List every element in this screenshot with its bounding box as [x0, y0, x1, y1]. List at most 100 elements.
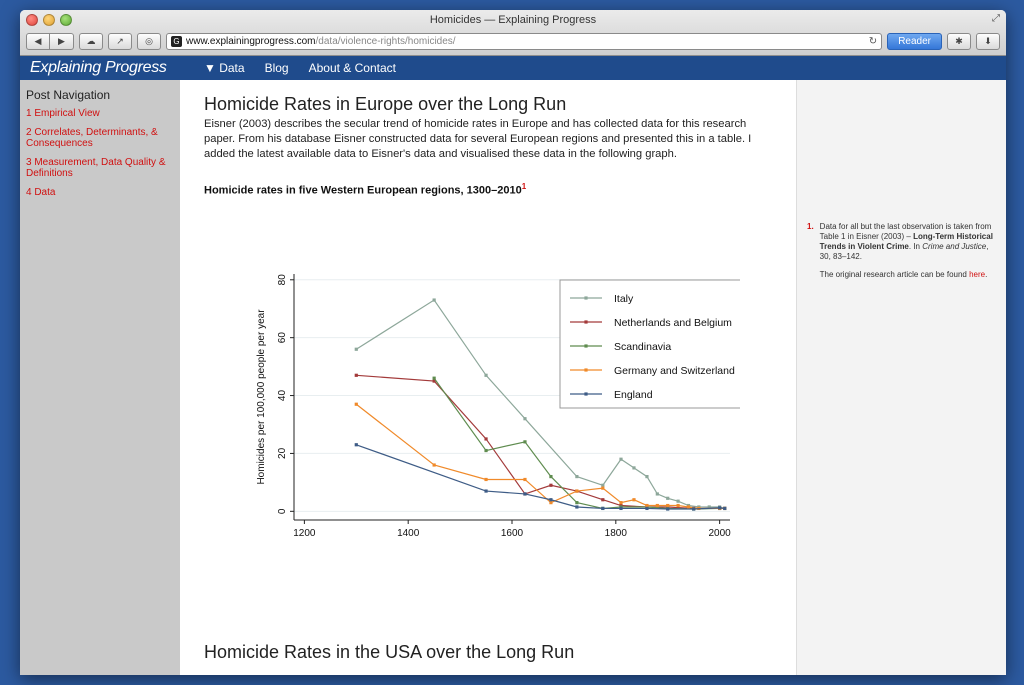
footnote-body: Data for all but the last observation is…	[820, 222, 994, 288]
x-tick-label-1400: 1400	[397, 528, 420, 539]
main-nav: ▼ Data Blog About & Contact	[204, 61, 396, 75]
series-3-point-1	[432, 463, 436, 467]
legend-swatch-marker-4	[584, 392, 588, 396]
series-2-point-4	[575, 501, 579, 505]
forward-button[interactable]: ▶	[50, 32, 74, 50]
nav-about-contact[interactable]: About & Contact	[308, 61, 396, 75]
series-0-point-10	[666, 496, 670, 500]
icloud-tabs-button[interactable]: ☁	[79, 32, 103, 50]
chart-caption-text: Homicide rates in five Western European …	[204, 184, 522, 197]
footnote-paragraph-1: Data for all but the last observation is…	[820, 222, 994, 262]
series-2-point-2	[523, 440, 527, 444]
series-0-point-3	[523, 417, 527, 421]
series-1-point-6	[601, 498, 605, 502]
site-logo[interactable]: Explaining Progress	[30, 59, 167, 76]
series-4-point-5	[601, 506, 605, 511]
series-4-point-11	[723, 506, 727, 511]
series-4-point-3	[549, 498, 553, 502]
series-1-point-2	[484, 437, 488, 441]
legend-label-4: England	[614, 389, 653, 401]
series-4-point-9	[692, 507, 696, 511]
x-tick-label-1800: 1800	[605, 528, 628, 539]
series-0-point-9	[655, 492, 659, 496]
series-4-point-4	[575, 505, 579, 509]
footnote-number: 1.	[807, 222, 814, 231]
extensions-button[interactable]: ✱	[947, 32, 971, 50]
y-tick-label-20: 20	[277, 447, 288, 459]
reader-button[interactable]: Reader	[887, 32, 942, 50]
legend-swatch-marker-0	[584, 296, 588, 300]
gear-icon: ✱	[955, 35, 963, 46]
legend-swatch-marker-2	[584, 344, 588, 348]
footnote-link[interactable]: 1	[521, 182, 527, 191]
y-tick-label-80: 80	[277, 274, 288, 286]
series-0-point-2	[484, 373, 488, 377]
titlebar: Homicides — Explaining Progress ⤢ ◀ ▶ ☁ …	[20, 10, 1006, 56]
series-0-point-1	[432, 298, 436, 302]
y-tick-label-0: 0	[277, 508, 288, 514]
series-4-point-7	[645, 506, 649, 511]
legend-swatch-marker-1	[584, 320, 588, 324]
series-4-point-6	[619, 506, 623, 511]
nav-blog[interactable]: Blog	[264, 61, 289, 75]
series-3-point-6	[601, 486, 605, 490]
url-host: www.explainingprogress.com	[186, 35, 316, 47]
series-0-point-7	[632, 466, 636, 470]
series-3-point-9	[645, 503, 649, 508]
footnote-article-title: Long-Term Historical Trends in Violent C…	[819, 232, 993, 251]
legend-label-0: Italy	[614, 293, 634, 305]
footnote-text-e: .	[985, 270, 988, 279]
footnote-1: 1. Data for all but the last observation…	[807, 222, 994, 288]
sidebar-item-data[interactable]: 4 Data	[26, 187, 56, 198]
nav-data[interactable]: ▼ Data	[204, 61, 245, 75]
forward-arrow-icon: ▶	[58, 35, 65, 46]
back-button[interactable]: ◀	[26, 32, 50, 50]
site-header: Explaining Progress ▼ Data Blog About & …	[20, 56, 1006, 80]
cloud-icon: ☁	[86, 35, 96, 46]
series-line-4	[356, 444, 725, 510]
y-tick-label-40: 40	[277, 390, 288, 402]
sidebar-item-measurement[interactable]: 3 Measurement, Data Quality & Definition…	[26, 157, 166, 179]
series-0-point-5	[601, 483, 605, 487]
fullscreen-icon[interactable]: ⤢	[992, 13, 1000, 24]
url-path: /data/violence-rights/homicides/	[315, 35, 456, 47]
window-title: Homicides — Explaining Progress	[429, 14, 597, 26]
legend-box	[559, 279, 740, 409]
downloads-button[interactable]: ⬇	[976, 32, 1000, 50]
footnote-here-link[interactable]: here	[969, 270, 986, 279]
x-tick-label-2000: 2000	[708, 528, 731, 539]
chart-caption: Homicide rates in five Western European …	[204, 182, 772, 197]
window-controls	[26, 14, 72, 26]
footnotes-panel: 1. Data for all but the last observation…	[796, 80, 1006, 675]
share-button[interactable]: ↗	[108, 32, 132, 50]
reload-icon[interactable]: ↻	[868, 35, 878, 47]
footnote-text-d: The original research article can be fou…	[819, 270, 970, 279]
footnote-text-b: . In	[908, 242, 923, 251]
section-heading-usa: Homicide Rates in the USA over the Long …	[204, 642, 575, 662]
series-3-point-12	[676, 503, 680, 508]
address-bar[interactable]: G www.explainingprogress.com /data/viole…	[166, 32, 883, 50]
sidebar-item-correlates[interactable]: 2 Correlates, Determinants, & Consequenc…	[26, 127, 158, 149]
series-4-point-0	[354, 443, 358, 447]
page-title: Homicide Rates in Europe over the Long R…	[204, 94, 567, 114]
y-axis-label: Homicides per 100,000 people per year	[256, 309, 267, 485]
share-icon: ↗	[116, 35, 124, 46]
series-3-point-4	[549, 501, 553, 505]
series-3-point-10	[655, 503, 659, 508]
series-0-point-11	[676, 499, 680, 503]
series-0-point-6	[619, 457, 623, 461]
browser-toolbar: ◀ ▶ ☁ ↗ ◎ G www.explainingprogress.com /…	[26, 31, 1000, 51]
footnote-paragraph-2: The original research article can be fou…	[820, 270, 994, 280]
reading-list-button[interactable]: ◎	[137, 32, 161, 50]
series-4-point-2	[523, 492, 527, 496]
series-2-point-1	[484, 448, 488, 453]
close-window-button[interactable]	[26, 14, 38, 26]
sidebar-title: Post Navigation	[26, 88, 111, 102]
zoom-window-button[interactable]	[60, 14, 72, 26]
sidebar-item-empirical-view[interactable]: 1 Empirical View	[26, 108, 100, 119]
series-1-point-0	[354, 373, 358, 377]
series-4-point-8	[666, 507, 670, 511]
x-tick-label-1600: 1600	[501, 528, 524, 539]
series-0-point-4	[575, 474, 579, 479]
minimize-window-button[interactable]	[43, 14, 55, 26]
